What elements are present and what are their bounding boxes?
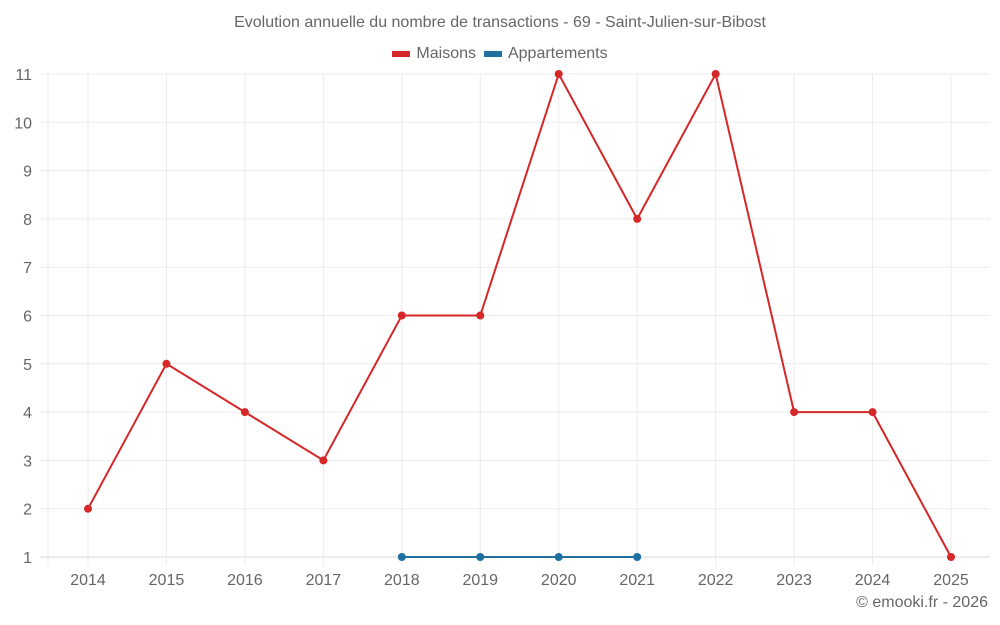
data-point-appartements[interactable] xyxy=(633,553,642,561)
y-tick-label: 5 xyxy=(23,357,32,374)
data-point-maisons[interactable] xyxy=(84,504,92,513)
data-point-maisons[interactable] xyxy=(790,408,799,417)
series-lines xyxy=(84,70,955,561)
y-tick-label: 3 xyxy=(23,453,32,470)
y-tick-label: 4 xyxy=(23,405,32,422)
data-point-maisons[interactable] xyxy=(711,70,720,78)
y-tick-label: 7 xyxy=(23,260,32,277)
legend-label-appartements: Appartements xyxy=(507,45,608,62)
y-tick-label: 9 xyxy=(23,164,32,181)
series-line-maisons xyxy=(87,71,952,558)
data-point-maisons[interactable] xyxy=(947,553,955,561)
x-tick-label: 2018 xyxy=(384,572,420,589)
data-point-maisons[interactable] xyxy=(397,311,406,320)
gridlines xyxy=(40,73,990,565)
x-tick-label: 2023 xyxy=(776,572,812,589)
x-tick-label: 2015 xyxy=(149,572,185,589)
legend-item-maisons[interactable]: Maisons xyxy=(392,45,476,63)
x-tick-label: 2024 xyxy=(855,572,891,589)
x-tick-label: 2020 xyxy=(541,572,577,589)
legend-swatch-appartements-icon xyxy=(483,51,502,57)
y-tick-label: 8 xyxy=(23,212,32,229)
data-point-appartements[interactable] xyxy=(476,553,485,561)
data-point-maisons[interactable] xyxy=(868,408,877,417)
data-point-appartements[interactable] xyxy=(554,553,563,561)
x-tick-label: 2016 xyxy=(227,572,263,589)
axes: 1 2 3 4 5 6 7 8 9 10 11 2014 2015 2016 2017 2018 2019 202… xyxy=(14,67,969,589)
x-tick-label: 2021 xyxy=(619,572,655,589)
x-tick-label: 2022 xyxy=(698,572,734,589)
y-tick-label: 1 xyxy=(23,550,32,567)
x-tick-label: 2017 xyxy=(306,572,342,589)
legend: Maisons Appartements xyxy=(0,45,1000,63)
legend-item-appartements[interactable]: Appartements xyxy=(483,45,608,63)
x-tick-label: 2014 xyxy=(70,572,106,589)
y-tick-label: 10 xyxy=(14,115,32,132)
copyright-credit: © emooki.fr - 2026 xyxy=(856,594,988,611)
x-tick-label: 2025 xyxy=(933,572,969,589)
data-point-maisons[interactable] xyxy=(633,214,642,223)
data-point-maisons[interactable] xyxy=(319,456,328,465)
y-tick-label: 2 xyxy=(23,502,32,519)
data-point-maisons[interactable] xyxy=(162,359,171,368)
legend-label-maisons: Maisons xyxy=(416,45,476,62)
legend-swatch-maisons-icon xyxy=(392,51,411,57)
chart-title: Evolution annuelle du nombre de transact… xyxy=(234,14,766,31)
y-tick-label: 11 xyxy=(15,67,32,84)
data-point-maisons[interactable] xyxy=(240,408,249,417)
data-point-appartements[interactable] xyxy=(397,553,406,561)
data-point-maisons[interactable] xyxy=(476,311,485,320)
data-point-maisons[interactable] xyxy=(554,70,563,78)
x-tick-label: 2019 xyxy=(462,572,498,589)
y-tick-label: 6 xyxy=(23,309,32,326)
